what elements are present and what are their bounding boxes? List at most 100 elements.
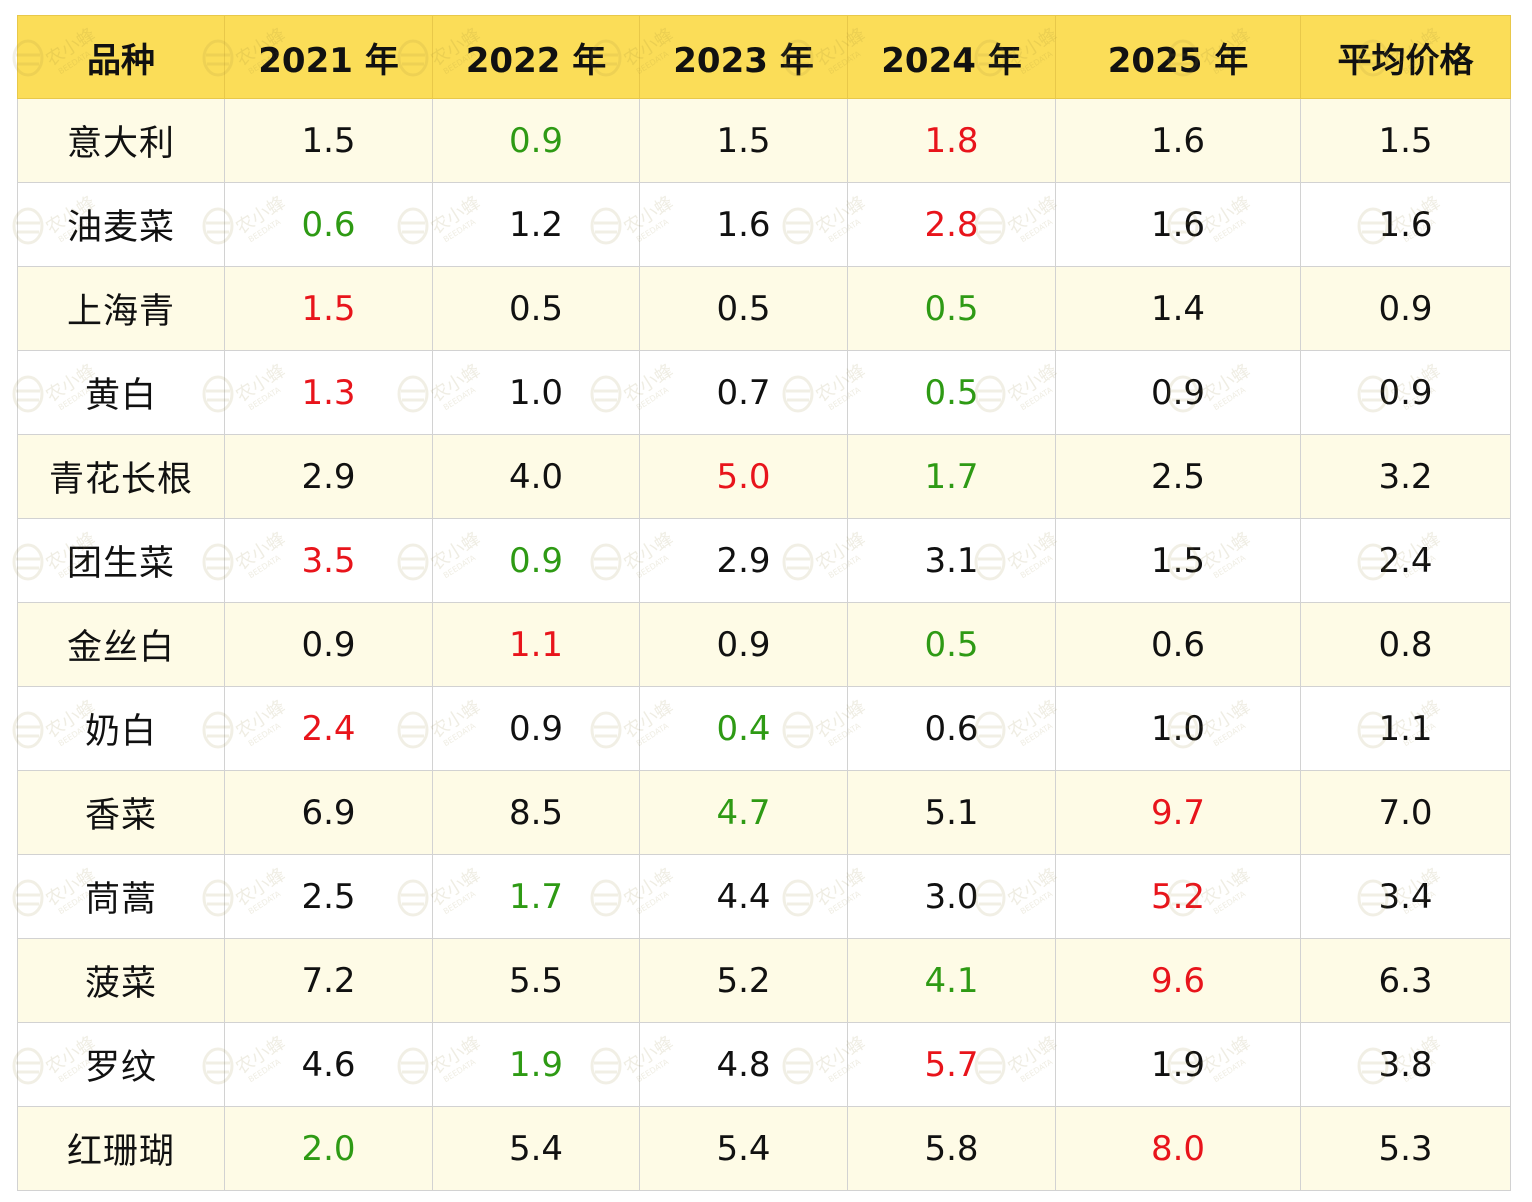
price-cell: 7.0	[1300, 770, 1511, 855]
variety-cell: 团生菜	[17, 518, 225, 603]
price-cell: 3.5	[224, 518, 433, 603]
price-cell: 0.9	[1300, 266, 1511, 351]
price-cell: 5.2	[639, 938, 848, 1023]
price-cell: 4.4	[639, 854, 848, 939]
table-row: 罗纹 4.6 1.9 4.8 5.7 1.9 3.8	[17, 1022, 1511, 1107]
price-cell: 1.0	[1055, 686, 1301, 771]
table-row: 茼蒿 2.5 1.7 4.4 3.0 5.2 3.4	[17, 854, 1511, 939]
price-cell: 5.0	[639, 434, 848, 519]
variety-cell: 罗纹	[17, 1022, 225, 1107]
price-cell: 3.2	[1300, 434, 1511, 519]
price-cell: 0.5	[432, 266, 640, 351]
price-cell: 1.5	[224, 266, 433, 351]
table-row: 红珊瑚 2.0 5.4 5.4 5.8 8.0 5.3	[17, 1106, 1511, 1191]
table-row: 香菜 6.9 8.5 4.7 5.1 9.7 7.0	[17, 770, 1511, 855]
price-cell: 1.6	[1055, 98, 1301, 183]
price-cell: 0.9	[639, 602, 848, 687]
table-row: 上海青 1.5 0.5 0.5 0.5 1.4 0.9	[17, 266, 1511, 351]
price-cell: 5.4	[432, 1106, 640, 1191]
table-row: 意大利 1.5 0.9 1.5 1.8 1.6 1.5	[17, 98, 1511, 183]
price-cell: 9.7	[1055, 770, 1301, 855]
price-table: 品种 2021 年 2022 年 2023 年 2024 年 2025 年平均价格 意大利…	[17, 15, 1511, 1191]
price-cell: 0.8	[1300, 602, 1511, 687]
price-cell: 5.3	[1300, 1106, 1511, 1191]
price-cell: 4.8	[639, 1022, 848, 1107]
variety-cell: 青花长根	[17, 434, 225, 519]
price-cell: 8.0	[1055, 1106, 1301, 1191]
table-body: 意大利 1.5 0.9 1.5 1.8 1.6 1.5 油麦菜 0.6 1.2 1.6 2.8 1.6 1…	[17, 98, 1511, 1191]
header-row: 品种 2021 年 2022 年 2023 年 2024 年 2025 年平均价格	[17, 15, 1511, 99]
price-cell: 4.7	[639, 770, 848, 855]
price-cell: 2.4	[1300, 518, 1511, 603]
table-row: 团生菜 3.5 0.9 2.9 3.1 1.5 2.4	[17, 518, 1511, 603]
variety-cell: 菠菜	[17, 938, 225, 1023]
price-cell: 0.6	[1055, 602, 1301, 687]
price-cell: 3.4	[1300, 854, 1511, 939]
variety-cell: 红珊瑚	[17, 1106, 225, 1191]
table-row: 菠菜 7.2 5.5 5.2 4.1 9.6 6.3	[17, 938, 1511, 1023]
price-cell: 1.6	[1300, 182, 1511, 267]
variety-cell: 意大利	[17, 98, 225, 183]
price-cell: 6.9	[224, 770, 433, 855]
variety-cell: 奶白	[17, 686, 225, 771]
price-cell: 1.7	[847, 434, 1056, 519]
price-cell: 0.5	[639, 266, 848, 351]
price-cell: 1.1	[1300, 686, 1511, 771]
price-cell: 2.5	[1055, 434, 1301, 519]
price-cell: 2.9	[224, 434, 433, 519]
variety-cell: 上海青	[17, 266, 225, 351]
price-cell: 4.1	[847, 938, 1056, 1023]
price-cell: 0.9	[432, 98, 640, 183]
header-variety: 品种	[17, 15, 225, 99]
price-cell: 3.0	[847, 854, 1056, 939]
header-col-6: 平均价格	[1300, 15, 1511, 99]
price-cell: 0.9	[432, 518, 640, 603]
header-col-1: 2021 年	[224, 15, 433, 99]
price-cell: 4.0	[432, 434, 640, 519]
price-cell: 0.6	[224, 182, 433, 267]
price-cell: 2.8	[847, 182, 1056, 267]
price-cell: 6.3	[1300, 938, 1511, 1023]
price-cell: 0.7	[639, 350, 848, 435]
price-cell: 1.7	[432, 854, 640, 939]
price-cell: 0.6	[847, 686, 1056, 771]
price-cell: 0.5	[847, 602, 1056, 687]
price-cell: 1.4	[1055, 266, 1301, 351]
price-cell: 5.1	[847, 770, 1056, 855]
price-cell: 1.6	[639, 182, 848, 267]
table-row: 金丝白 0.9 1.1 0.9 0.5 0.6 0.8	[17, 602, 1511, 687]
price-cell: 1.3	[224, 350, 433, 435]
price-cell: 8.5	[432, 770, 640, 855]
price-cell: 1.5	[1300, 98, 1511, 183]
price-cell: 7.2	[224, 938, 433, 1023]
price-cell: 1.5	[224, 98, 433, 183]
price-cell: 0.9	[1055, 350, 1301, 435]
price-cell: 2.0	[224, 1106, 433, 1191]
price-cell: 4.6	[224, 1022, 433, 1107]
price-cell: 2.4	[224, 686, 433, 771]
price-cell: 0.5	[847, 266, 1056, 351]
header-col-2: 2022 年	[432, 15, 640, 99]
price-cell: 1.1	[432, 602, 640, 687]
variety-cell: 油麦菜	[17, 182, 225, 267]
price-cell: 5.8	[847, 1106, 1056, 1191]
price-cell: 1.5	[639, 98, 848, 183]
header-col-4: 2024 年	[847, 15, 1056, 99]
price-cell: 1.8	[847, 98, 1056, 183]
price-cell: 2.5	[224, 854, 433, 939]
price-cell: 5.7	[847, 1022, 1056, 1107]
price-cell: 1.6	[1055, 182, 1301, 267]
table-row: 奶白 2.4 0.9 0.4 0.6 1.0 1.1	[17, 686, 1511, 771]
price-cell: 9.6	[1055, 938, 1301, 1023]
variety-cell: 金丝白	[17, 602, 225, 687]
price-cell: 1.2	[432, 182, 640, 267]
price-cell: 0.5	[847, 350, 1056, 435]
price-cell: 5.2	[1055, 854, 1301, 939]
price-cell: 0.9	[1300, 350, 1511, 435]
price-cell: 5.5	[432, 938, 640, 1023]
price-cell: 0.4	[639, 686, 848, 771]
header-col-3: 2023 年	[639, 15, 848, 99]
header-col-5: 2025 年	[1055, 15, 1301, 99]
variety-cell: 黄白	[17, 350, 225, 435]
price-cell: 5.4	[639, 1106, 848, 1191]
